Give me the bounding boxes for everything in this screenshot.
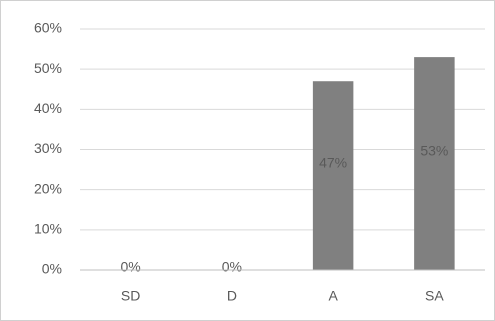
- x-tick-label: A: [328, 288, 338, 304]
- x-tick-label: SD: [121, 288, 140, 304]
- value-label: 53%: [420, 142, 448, 158]
- y-tick-label: 30%: [34, 140, 62, 156]
- y-tick-label: 10%: [34, 221, 62, 237]
- value-label: 0%: [121, 259, 141, 275]
- x-tick-label: D: [227, 288, 237, 304]
- y-tick-label: 40%: [34, 100, 62, 116]
- bar: [414, 57, 455, 270]
- y-tick-label: 50%: [34, 60, 62, 76]
- y-tick-label: 20%: [34, 180, 62, 196]
- x-tick-label: SA: [425, 288, 444, 304]
- value-label: 47%: [319, 154, 347, 170]
- value-label: 0%: [222, 259, 242, 275]
- y-tick-label: 0%: [42, 261, 62, 277]
- y-tick-label: 60%: [34, 20, 62, 36]
- bar: [312, 81, 354, 270]
